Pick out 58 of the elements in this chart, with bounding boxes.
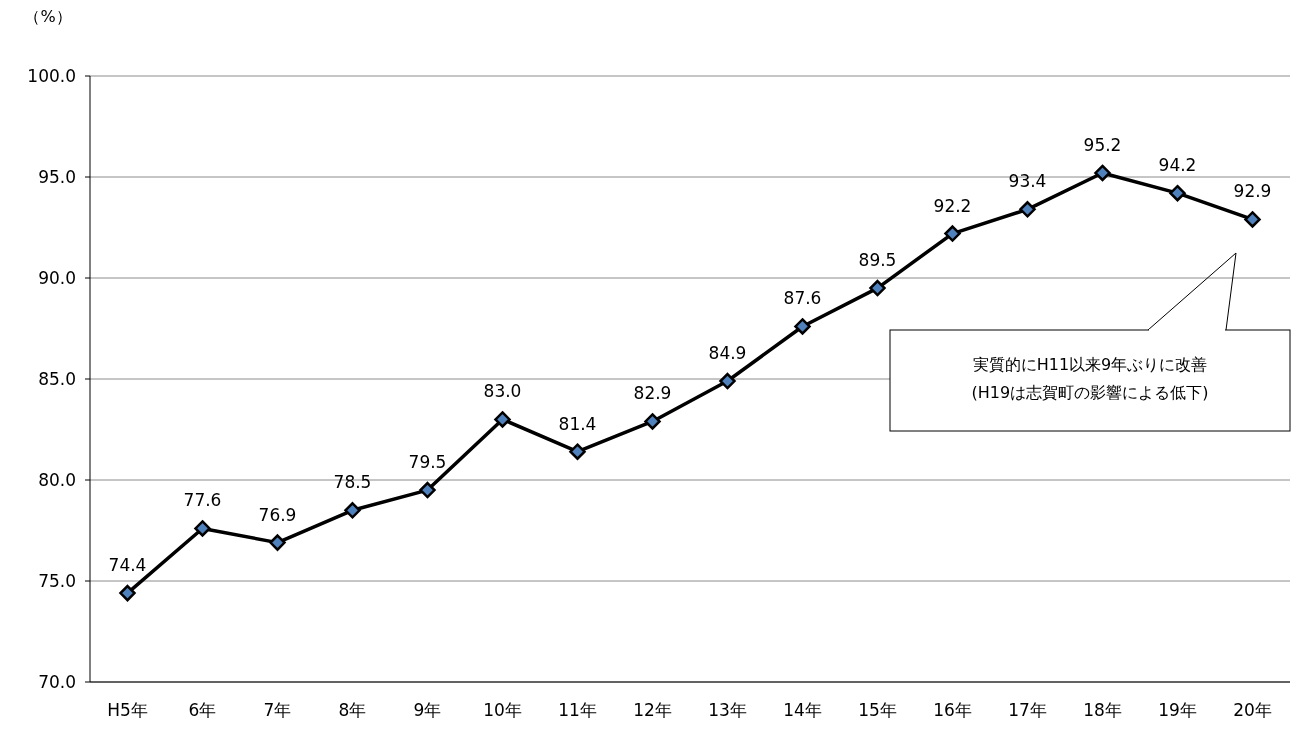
data-label: 81.4 xyxy=(558,413,597,434)
data-label: 76.9 xyxy=(258,504,297,525)
point xyxy=(869,279,886,297)
point xyxy=(419,481,436,499)
data-label: 94.2 xyxy=(1158,155,1197,176)
x-tick-label: 17年 xyxy=(1008,700,1047,720)
x-tick-label: 15年 xyxy=(858,700,897,720)
y-tick-label: 90.0 xyxy=(38,268,76,288)
x-tick-label: 6年 xyxy=(188,700,217,720)
data-label: 92.2 xyxy=(933,195,972,216)
data-label: 79.5 xyxy=(408,452,447,473)
x-tick-label: 19年 xyxy=(1158,700,1197,720)
x-tick-label: 13年 xyxy=(708,700,747,720)
point xyxy=(719,372,736,390)
point xyxy=(1094,164,1111,182)
y-axis-title: （%） xyxy=(24,7,72,26)
data-label: 92.9 xyxy=(1233,181,1272,202)
x-tick-label: 14年 xyxy=(783,700,822,720)
y-tick-label: 70.0 xyxy=(38,672,76,692)
annotation: 実質的にH11以来9年ぶりに改善 xyxy=(972,355,1208,374)
y-tick-label: 95.0 xyxy=(38,167,76,187)
point xyxy=(269,534,286,551)
x-tick-label: 18年 xyxy=(1083,700,1122,720)
data-label: 74.4 xyxy=(108,555,147,576)
point xyxy=(944,225,961,242)
point xyxy=(794,318,811,335)
x-tick-label: 7年 xyxy=(263,700,292,720)
point xyxy=(494,411,511,428)
x-tick-label: 11年 xyxy=(558,700,597,720)
data-label: 84.9 xyxy=(708,343,747,364)
data-label: 89.5 xyxy=(858,250,897,271)
point xyxy=(194,520,211,537)
data-label: 78.5 xyxy=(333,472,372,493)
point xyxy=(1019,201,1036,218)
data-label: 77.6 xyxy=(183,490,222,511)
x-tick-label: 12年 xyxy=(633,700,672,720)
data-label: 82.9 xyxy=(633,383,672,404)
point xyxy=(344,502,361,519)
y-tick-label: 75.0 xyxy=(38,571,76,591)
point xyxy=(569,443,586,460)
point xyxy=(644,413,661,430)
data-label: 95.2 xyxy=(1083,134,1122,155)
point xyxy=(1169,184,1186,202)
x-tick-label: 16年 xyxy=(933,700,972,720)
data-label: 87.6 xyxy=(783,288,822,309)
data-label: 93.4 xyxy=(1008,171,1047,192)
data-label: 83.0 xyxy=(483,381,522,402)
y-tick-label: 85.0 xyxy=(38,369,76,389)
x-tick-label: 9年 xyxy=(413,700,442,720)
x-tick-label: 10年 xyxy=(483,700,522,720)
point xyxy=(119,584,136,602)
annotation: (H19は志賀町の影響による低下) xyxy=(971,383,1209,402)
x-tick-label: 20年 xyxy=(1233,700,1272,720)
x-tick-label: 8年 xyxy=(338,700,367,720)
point xyxy=(1244,211,1261,228)
y-tick-label: 100.0 xyxy=(27,66,76,86)
y-tick-label: 80.0 xyxy=(38,470,76,490)
x-tick-label: H5年 xyxy=(107,700,148,720)
